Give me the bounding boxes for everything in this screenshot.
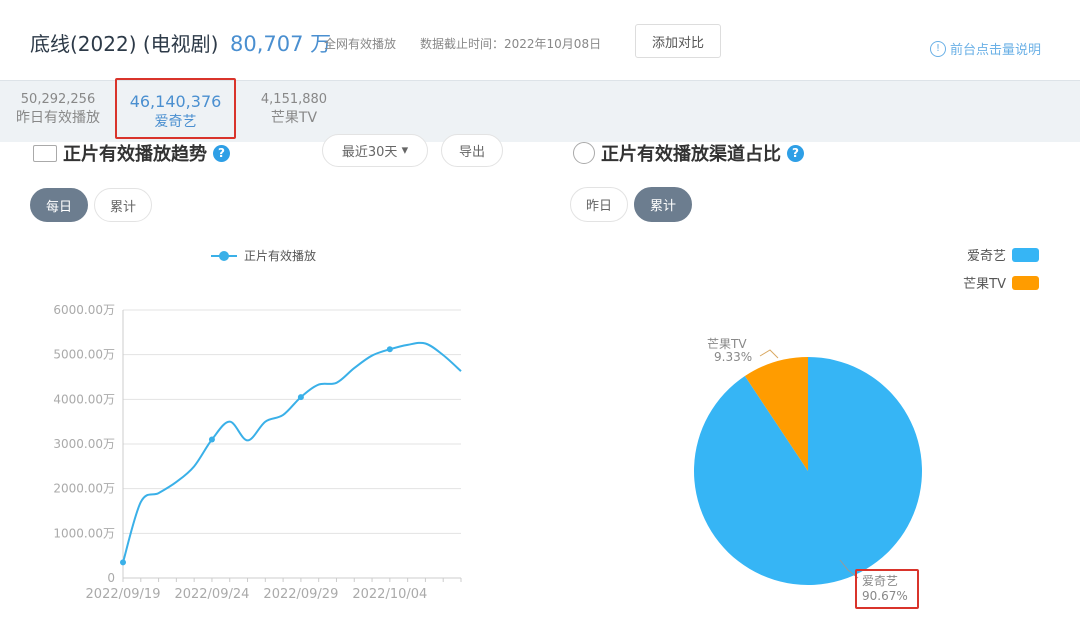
line-chart: 0 1000.00万 2000.00万 3000.00万 4000.00万 5000.00… xyxy=(53,248,462,602)
label-leader xyxy=(839,559,859,579)
legend-label: 爱奇艺 xyxy=(967,248,1006,264)
y-tick-label: 4000.00万 xyxy=(53,392,115,406)
tab-cumulative-share[interactable]: 累计 xyxy=(634,187,692,222)
pie-slice-1 xyxy=(744,357,808,471)
info-icon: ! xyxy=(930,40,946,57)
total-plays-label: 全网有效播放 xyxy=(324,37,397,51)
stat-label: 芒果TV xyxy=(270,110,318,126)
show-title: 底线(2022) (电视剧) xyxy=(30,32,219,56)
x-tick-label: 2022/10/04 xyxy=(352,587,427,602)
y-tick-label: 1000.00万 xyxy=(53,526,115,540)
legend-swatch xyxy=(1012,248,1039,262)
stat-value: 4,151,880 xyxy=(260,92,328,107)
caret-down-icon: ▾ xyxy=(401,143,409,158)
y-tick-label: 5000.00万 xyxy=(53,348,115,362)
tab-cumulative[interactable]: 累计 xyxy=(94,188,152,222)
legend-marker xyxy=(219,251,229,261)
data-cutoff: 数据截止时间：2022年10月08日 xyxy=(420,37,602,51)
data-point xyxy=(297,394,304,401)
stat-iqiyi[interactable]: 46,140,376 爱奇艺 xyxy=(115,78,236,139)
data-point xyxy=(386,346,393,353)
range-select-label: 最近30天 xyxy=(341,145,398,160)
monitor-eye-icon xyxy=(33,144,57,162)
stat-value: 46,140,376 xyxy=(129,92,222,111)
slice-label-value: 90.67% xyxy=(862,589,908,603)
help-link-label: 前台点击量说明 xyxy=(950,43,1042,58)
export-button[interactable]: 导出 xyxy=(441,134,503,167)
series-line xyxy=(122,341,462,563)
legend-label: 芒果TV xyxy=(963,276,1006,292)
x-tick-label: 2022/09/19 xyxy=(86,587,161,602)
stats-band xyxy=(0,80,1080,142)
help-link[interactable]: ! 前台点击量说明 xyxy=(930,39,1041,58)
label-leader xyxy=(759,349,779,359)
range-select[interactable]: 最近30天 ▾ xyxy=(322,134,428,167)
help-icon[interactable]: ? xyxy=(213,144,230,162)
tab-yesterday[interactable]: 昨日 xyxy=(570,187,628,222)
legend-label: 正片有效播放 xyxy=(244,248,316,263)
add-compare-button[interactable]: 添加对比 xyxy=(635,24,721,58)
x-tick-label: 2022/09/24 xyxy=(174,587,249,602)
trend-heading: 正片有效播放趋势? xyxy=(33,140,230,166)
slice-label-name: 芒果TV xyxy=(707,336,747,351)
iqiyi-highlight-box xyxy=(855,569,919,609)
tab-daily[interactable]: 每日 xyxy=(30,188,88,222)
help-icon[interactable]: ? xyxy=(787,144,804,162)
stat-total-yesterday: 50,292,256 昨日有效播放 xyxy=(8,92,108,127)
slice-label-value: 9.33% xyxy=(714,350,752,364)
total-plays: 80,707 万 xyxy=(230,32,332,56)
data-point xyxy=(120,559,126,566)
slice-label-name: 爱奇艺 xyxy=(862,574,898,588)
pie-chart-icon xyxy=(573,142,595,164)
share-title: 正片有效播放渠道占比 xyxy=(601,144,781,165)
x-tick-label: 2022/09/29 xyxy=(263,587,338,602)
share-heading: 正片有效播放渠道占比? xyxy=(573,140,804,166)
trend-title: 正片有效播放趋势 xyxy=(63,144,207,165)
legend-swatch xyxy=(1012,276,1039,290)
stat-value: 50,292,256 xyxy=(20,92,96,107)
y-tick-label: 0 xyxy=(107,571,115,585)
stat-label: 昨日有效播放 xyxy=(16,110,100,126)
y-tick-label: 3000.00万 xyxy=(53,437,115,451)
data-point xyxy=(208,436,215,443)
y-tick-label: 2000.00万 xyxy=(53,482,115,496)
stat-label: 爱奇艺 xyxy=(154,114,197,130)
stat-mango[interactable]: 4,151,880 芒果TV xyxy=(250,92,338,127)
y-tick-label: 6000.00万 xyxy=(53,303,115,317)
